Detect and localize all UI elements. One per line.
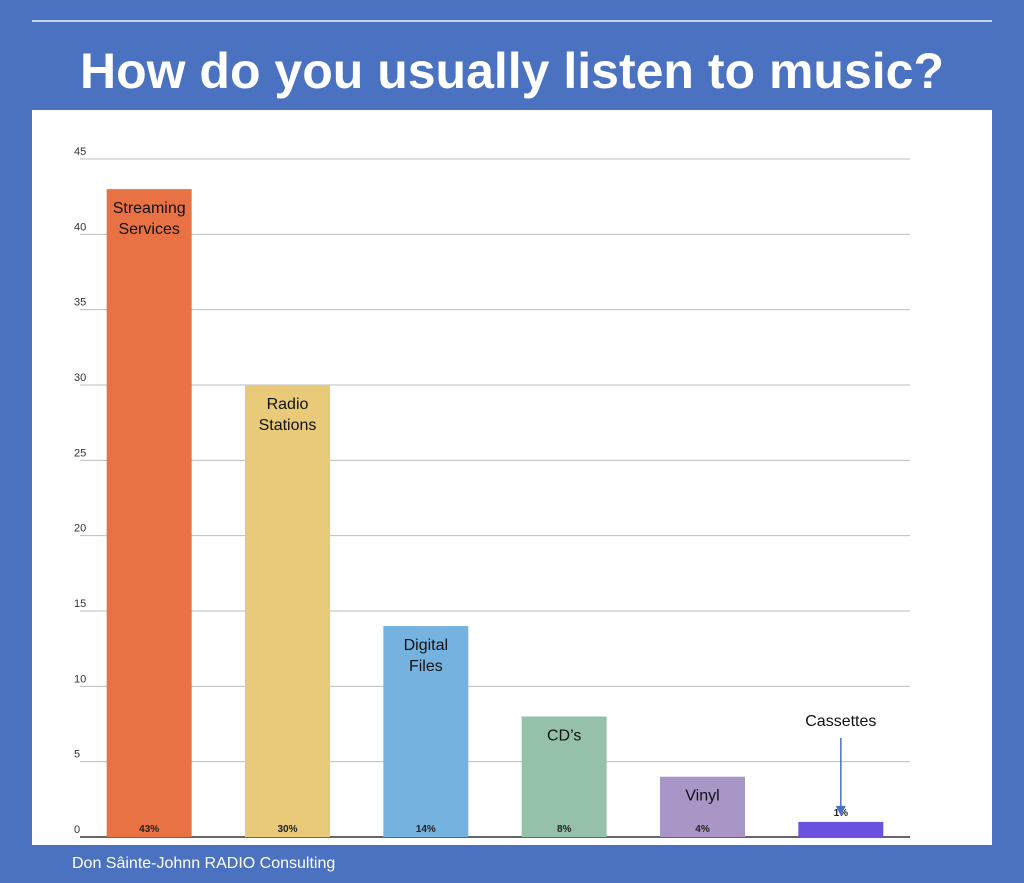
category-label: Radio	[267, 396, 309, 413]
category-label: Vinyl	[685, 788, 719, 805]
y-tick-label: 45	[74, 146, 86, 158]
bar	[245, 385, 330, 837]
page-title: How do you usually listen to music?	[80, 43, 944, 99]
data-label: 30%	[277, 824, 297, 835]
arrow-head	[835, 805, 846, 816]
data-label: 43%	[139, 824, 159, 835]
y-tick-label: 20	[74, 523, 86, 535]
bar	[798, 821, 884, 837]
bar	[521, 716, 607, 837]
bar-chart: 0 5 10 15 20 25 30 35 40 45 43% Streaming Services 30…	[74, 146, 910, 838]
chart-panel: 0 5 10 15 20 25 30 35 40 45 43% Streaming Services 30…	[32, 110, 992, 845]
y-tick-label: 10	[74, 673, 86, 685]
top-divider	[32, 20, 992, 22]
y-tick-label: 25	[74, 447, 86, 459]
y-tick-label: 30	[74, 372, 86, 384]
category-label: Files	[409, 658, 443, 675]
category-label: Streaming	[113, 200, 186, 217]
category-label: Services	[118, 221, 179, 238]
bar	[660, 776, 745, 837]
category-label: Stations	[259, 417, 317, 434]
y-tick-label: 15	[74, 598, 86, 610]
category-label: CD’s	[547, 727, 581, 744]
y-tick-label: 35	[74, 297, 86, 309]
data-label: 14%	[416, 824, 436, 835]
category-label: Cassettes	[805, 713, 876, 730]
y-tick-label: 40	[74, 221, 86, 233]
y-tick-label: 0	[74, 824, 80, 836]
bar	[106, 189, 192, 838]
data-label: 8%	[557, 824, 572, 835]
footer-credit: Don Sâinte-Johnn RADIO Consulting	[72, 855, 336, 872]
y-tick-label: 5	[74, 749, 80, 761]
bar	[383, 626, 469, 837]
data-label: 4%	[695, 824, 710, 835]
category-label: Digital	[404, 637, 448, 654]
